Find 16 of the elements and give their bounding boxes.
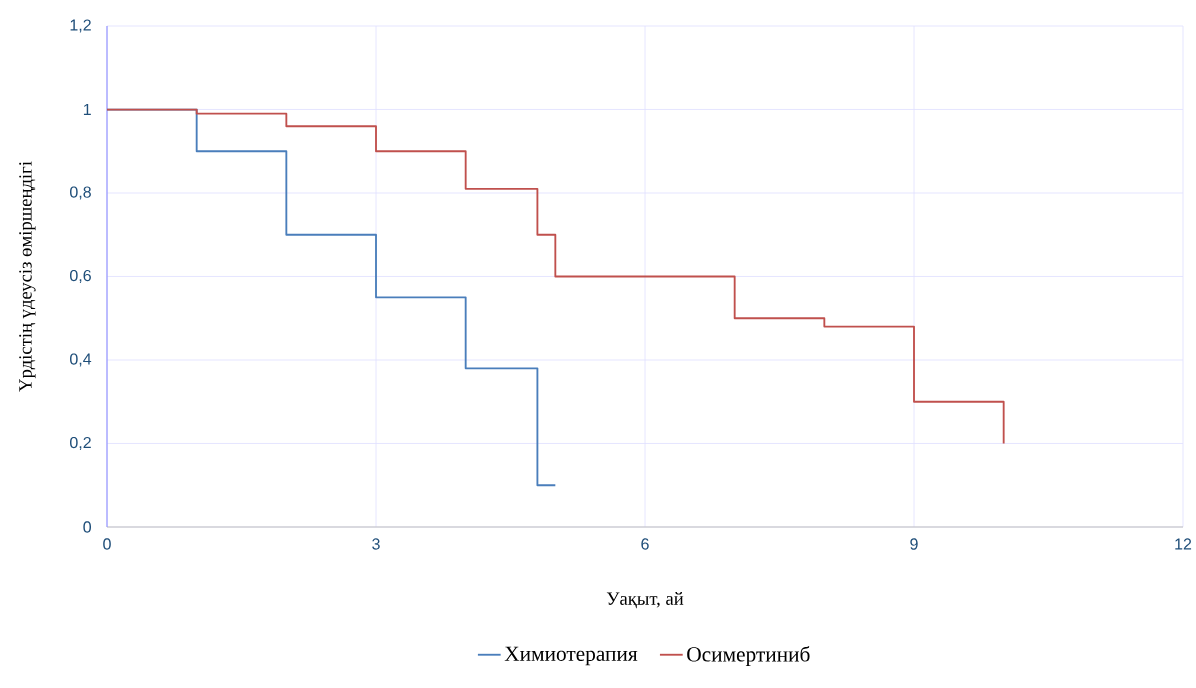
x-tick-label: 3 (372, 538, 380, 550)
y-tick-label: 0,2 (70, 436, 91, 451)
y-tick-label: 1 (83, 104, 91, 115)
y-tick-label: 0 (83, 521, 92, 533)
legend-label: Осимертиниб (687, 646, 810, 666)
x-tick-label: 6 (641, 538, 649, 550)
legend-label: Химиотерапия (504, 646, 638, 666)
y-tick-label: 0,4 (70, 353, 92, 367)
x-tick-label: 9 (910, 538, 918, 550)
x-tick-label: 12 (1175, 538, 1192, 550)
y-tick-label: 0,6 (70, 269, 91, 284)
x-tick-label: 0 (103, 538, 111, 550)
y-tick-label: 0,8 (70, 186, 91, 200)
y-axis-title: Үрдістің үдеусіз өміршеңдігі (19, 161, 36, 392)
x-axis-title: Уақыт, ай (606, 591, 684, 609)
y-tick-label: 1,2 (70, 19, 91, 33)
